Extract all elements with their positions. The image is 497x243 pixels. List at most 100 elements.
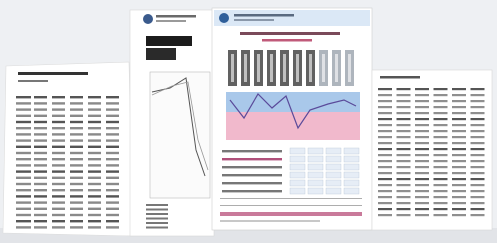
text-line bbox=[378, 208, 392, 210]
pink-bar bbox=[220, 212, 362, 216]
text-line bbox=[471, 148, 485, 150]
text-line bbox=[434, 154, 448, 156]
text-line bbox=[70, 133, 83, 135]
cell bbox=[326, 156, 341, 162]
column-gap bbox=[335, 54, 338, 82]
text-line bbox=[397, 196, 411, 198]
scene bbox=[0, 0, 497, 243]
text-line bbox=[415, 106, 429, 108]
text-line bbox=[52, 121, 65, 123]
text-line bbox=[88, 127, 101, 129]
text-line bbox=[16, 201, 31, 203]
text-line bbox=[452, 94, 466, 96]
text-line bbox=[88, 158, 101, 160]
text-line bbox=[70, 177, 83, 179]
text-line bbox=[415, 136, 429, 138]
text-line bbox=[16, 208, 31, 210]
cell bbox=[290, 180, 305, 186]
text-line bbox=[471, 100, 485, 102]
text-line bbox=[34, 115, 47, 117]
text-line bbox=[471, 94, 485, 96]
cell bbox=[326, 164, 341, 170]
text-line bbox=[452, 154, 466, 156]
text-line bbox=[378, 172, 392, 174]
text-line bbox=[34, 108, 47, 110]
text-line bbox=[34, 220, 47, 222]
report-header bbox=[214, 10, 370, 26]
text-line bbox=[452, 172, 466, 174]
text-line bbox=[34, 164, 47, 166]
legend-line bbox=[146, 222, 168, 224]
text-line bbox=[415, 148, 429, 150]
text-line bbox=[378, 154, 392, 156]
text-line bbox=[452, 184, 466, 186]
text-line bbox=[106, 195, 119, 197]
text-line bbox=[452, 142, 466, 144]
text-line bbox=[52, 164, 65, 166]
text-line bbox=[471, 142, 485, 144]
text-line bbox=[16, 133, 31, 135]
text-line bbox=[52, 139, 65, 141]
text-line bbox=[415, 202, 429, 204]
text-line bbox=[88, 96, 101, 98]
text-line bbox=[415, 118, 429, 120]
text-line bbox=[52, 158, 65, 160]
footer-line bbox=[220, 220, 320, 222]
text-line bbox=[88, 102, 101, 104]
cell bbox=[326, 172, 341, 178]
text-line bbox=[471, 124, 485, 126]
text-line bbox=[378, 124, 392, 126]
text-line bbox=[434, 100, 448, 102]
text-line bbox=[415, 100, 429, 102]
text-line bbox=[34, 189, 47, 191]
text-line bbox=[471, 160, 485, 162]
text-line bbox=[88, 139, 101, 141]
text-line bbox=[16, 96, 31, 98]
text-line bbox=[415, 124, 429, 126]
cell bbox=[344, 156, 359, 162]
text-line bbox=[34, 226, 47, 228]
text-line bbox=[397, 100, 411, 102]
text-line bbox=[52, 152, 65, 154]
text-line bbox=[88, 133, 101, 135]
cell bbox=[326, 180, 341, 186]
text-line bbox=[106, 177, 119, 179]
legend-line bbox=[146, 213, 168, 215]
text-line bbox=[415, 172, 429, 174]
text-line bbox=[34, 201, 47, 203]
text-line bbox=[434, 190, 448, 192]
text-line bbox=[471, 178, 485, 180]
text-line bbox=[452, 214, 466, 216]
text-line bbox=[52, 183, 65, 185]
cell bbox=[290, 148, 305, 154]
text-line bbox=[378, 214, 392, 216]
text-line bbox=[397, 184, 411, 186]
text-line bbox=[106, 158, 119, 160]
cell bbox=[326, 188, 341, 194]
text-line bbox=[452, 148, 466, 150]
text-line bbox=[397, 112, 411, 114]
text-line bbox=[415, 184, 429, 186]
text-line bbox=[106, 108, 119, 110]
text-line bbox=[471, 130, 485, 132]
text-line bbox=[88, 146, 101, 148]
text-line bbox=[88, 177, 101, 179]
text-line bbox=[397, 202, 411, 204]
cell bbox=[290, 172, 305, 178]
logo bbox=[219, 13, 229, 23]
text-line bbox=[471, 196, 485, 198]
text-line bbox=[16, 121, 31, 123]
text-line bbox=[434, 142, 448, 144]
column-gap bbox=[257, 54, 260, 82]
text-line bbox=[16, 177, 31, 179]
text-line bbox=[415, 112, 429, 114]
text-line bbox=[471, 184, 485, 186]
text-line bbox=[106, 201, 119, 203]
text-line bbox=[70, 226, 83, 228]
text-line bbox=[378, 136, 392, 138]
text-line bbox=[16, 170, 31, 172]
text-line bbox=[434, 136, 448, 138]
text-line bbox=[434, 124, 448, 126]
logo bbox=[143, 14, 153, 24]
text-line bbox=[471, 118, 485, 120]
